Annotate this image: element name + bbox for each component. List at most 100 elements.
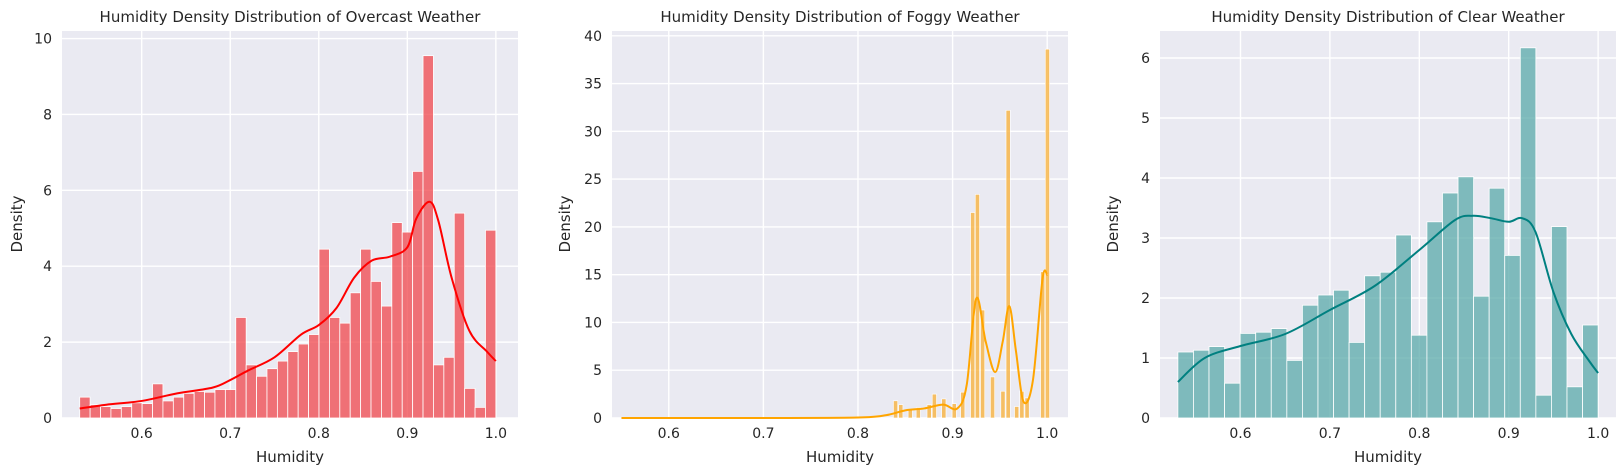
histogram-bar: [474, 406, 486, 419]
y-tick-label: 25: [584, 172, 602, 188]
histogram-bar: [152, 383, 164, 419]
histogram-bar: [941, 398, 947, 419]
histogram-bars: [1177, 47, 1599, 419]
y-tick-label: 2: [43, 335, 52, 351]
histogram-bar: [1224, 382, 1241, 419]
y-tick-label: 6: [43, 183, 52, 199]
x-tick-label: 0.8: [1408, 426, 1430, 442]
y-tick-label: 40: [584, 29, 602, 45]
histogram-bar: [453, 212, 466, 419]
histogram-bar: [1410, 334, 1428, 419]
x-tick-label: 0.9: [396, 426, 418, 442]
x-tick-label: 0.7: [219, 426, 241, 442]
x-tick-label: 1.0: [1036, 426, 1058, 442]
histogram-bar: [1348, 341, 1366, 419]
chart-title: Humidity Density Distribution of Clear W…: [1211, 8, 1565, 26]
histogram-bar: [464, 388, 476, 419]
x-axis-label: Humidity: [1354, 448, 1422, 466]
histogram-bar: [110, 408, 122, 419]
histogram-bar: [360, 248, 372, 419]
histogram-bar: [193, 391, 205, 419]
histogram-bar: [308, 334, 320, 419]
x-tick-label: 1.0: [1587, 426, 1609, 442]
histogram-bar: [980, 309, 986, 419]
histogram-bar: [1395, 234, 1412, 419]
histogram-bar: [297, 343, 309, 419]
x-axis-label: Humidity: [806, 448, 874, 466]
chart-title: Humidity Density Distribution of Overcas…: [100, 8, 482, 26]
histogram-bar: [1504, 254, 1521, 419]
kde-curve: [1177, 214, 1599, 383]
histogram-bar: [1535, 394, 1552, 419]
histogram-bar: [1488, 187, 1506, 419]
histogram-bar: [214, 389, 226, 419]
chart-title: Humidity Density Distribution of Foggy W…: [660, 8, 1020, 26]
histogram-bar: [224, 389, 237, 419]
histogram-bar: [1000, 390, 1006, 419]
histogram-bar: [1519, 47, 1537, 419]
y-axis-label: Density: [8, 195, 26, 252]
subplot-foggy: Humidity Density Distribution of Foggy W…: [556, 8, 1068, 466]
y-tick-label: 5: [593, 363, 602, 379]
histogram-bar: [120, 406, 133, 419]
histogram-bar: [329, 317, 341, 419]
histogram-bar: [990, 376, 995, 419]
histogram-bar: [422, 55, 434, 419]
histogram-bar: [349, 292, 362, 419]
y-tick-label: 2: [1141, 291, 1150, 307]
y-tick-label: 30: [584, 124, 602, 140]
y-tick-label: 0: [1141, 411, 1150, 427]
histogram-bar: [951, 403, 957, 419]
plot-area: [1160, 31, 1616, 419]
y-axis-label: Density: [1104, 195, 1122, 252]
histogram-bar: [370, 281, 382, 419]
histogram-bar: [1014, 406, 1020, 419]
histogram-bar: [401, 231, 414, 419]
histogram-bar: [1551, 226, 1568, 419]
y-tick-label: 1: [1141, 351, 1150, 367]
histogram-bar: [183, 392, 195, 419]
histogram-bar: [1566, 386, 1583, 419]
x-tick-label: 0.7: [1319, 426, 1341, 442]
histogram-bar: [100, 406, 112, 419]
histogram-bar: [256, 375, 268, 419]
histogram-bar: [926, 404, 932, 419]
y-tick-label: 0: [43, 411, 52, 427]
histogram-bar: [443, 356, 455, 419]
x-tick-label: 0.9: [941, 426, 963, 442]
histogram-bar: [235, 317, 247, 419]
histogram-bar: [1255, 331, 1272, 419]
y-tick-label: 8: [43, 107, 52, 123]
histogram-bar: [1040, 271, 1046, 419]
x-tick-label: 0.6: [658, 426, 680, 442]
x-tick-label: 0.6: [1229, 426, 1251, 442]
y-axis-label: Density: [556, 195, 574, 252]
y-tick-label: 0: [593, 411, 602, 427]
histogram-bar: [141, 403, 153, 419]
y-tick-label: 4: [1141, 171, 1150, 187]
histogram-bar: [1364, 275, 1381, 419]
y-tick-label: 20: [584, 220, 602, 236]
plot-area: [612, 31, 1068, 420]
x-tick-label: 0.9: [1498, 426, 1520, 442]
y-tick-label: 15: [584, 268, 602, 284]
histogram-bar: [131, 402, 143, 419]
x-tick-label: 0.7: [752, 426, 774, 442]
histogram-bar: [485, 229, 497, 419]
histogram-bar: [339, 322, 351, 419]
y-tick-label: 10: [584, 315, 602, 331]
histogram-bar: [204, 391, 216, 419]
y-tick-label: 6: [1141, 51, 1150, 67]
histogram-bar: [1005, 110, 1011, 419]
y-tick-label: 35: [584, 77, 602, 93]
plot-background: [612, 31, 1068, 418]
kde-curve: [79, 200, 497, 410]
histogram-bar: [1208, 346, 1225, 419]
histogram-bar: [1457, 176, 1475, 419]
histogram-bars: [79, 55, 497, 419]
histogram-bar: [433, 364, 445, 419]
histogram-bar: [1473, 295, 1490, 419]
histogram-bar: [172, 396, 185, 419]
subplot-overcast: Humidity Density Distribution of Overcas…: [8, 8, 518, 466]
